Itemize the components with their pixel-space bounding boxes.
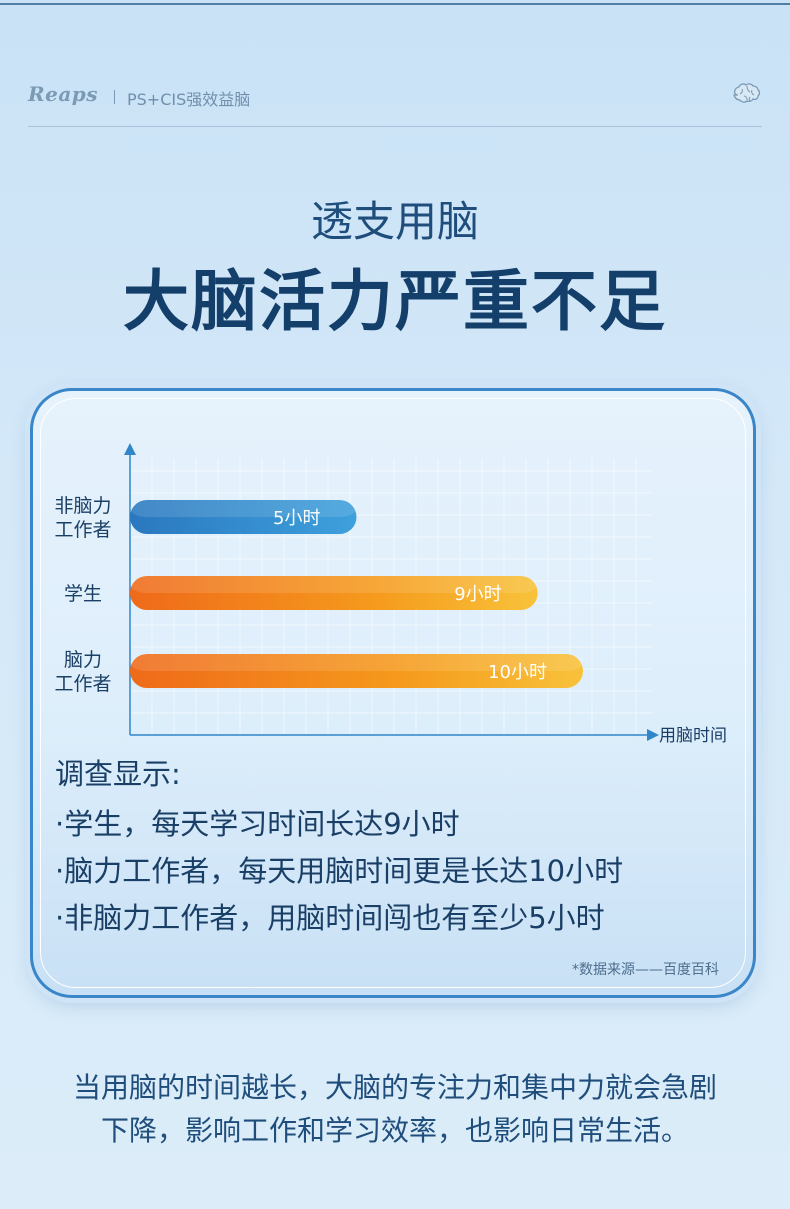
header: Reaps PS+CIS强效益脑 [28, 78, 762, 118]
top-divider [0, 3, 790, 5]
category-label: 学生 [64, 583, 102, 605]
bar [130, 500, 357, 534]
category-label: 脑力工作者 [54, 649, 111, 695]
x-axis-label: 用脑时间 [659, 726, 727, 746]
brand-logo: Reaps [28, 82, 99, 106]
hero-subtitle: 透支用脑 [310, 197, 479, 246]
brain-icon [733, 83, 761, 103]
bar-highlight [130, 654, 583, 671]
bar-highlight [130, 576, 538, 593]
survey-card: 用脑时间 5小时 非脑力工作者 9小时 学生 10小时 脑力工作者 调查显示: ·学生，每天… [30, 388, 756, 998]
bar-highlight [130, 500, 357, 517]
footer-text: 当用脑的时间越长，大脑的专注力和集中力就会急剧 下降，影响工作和学习效率，也影响… [0, 1066, 790, 1152]
bar-value-label: 5小时 [273, 508, 320, 529]
bar-value-label: 9小时 [454, 584, 501, 605]
survey-item: ·脑力工作者，每天用脑时间更是长达10小时 [55, 854, 624, 888]
brand-tagline: PS+CIS强效益脑 [127, 90, 251, 109]
data-source: *数据来源——百度百科 [572, 962, 719, 978]
hero-title: 大脑活力严重不足 [123, 263, 667, 340]
survey-block: 调查显示: ·学生，每天学习时间长达9小时 ·脑力工作者，每天用脑时间更是长达1… [55, 751, 623, 942]
bar-value-label: 10小时 [488, 662, 547, 683]
bar [130, 654, 583, 688]
footer-line: 当用脑的时间越长，大脑的专注力和集中力就会急剧 [72, 1071, 717, 1104]
bar [130, 576, 538, 610]
survey-item: ·学生，每天学习时间长达9小时 [55, 807, 460, 841]
survey-title: 调查显示: [55, 757, 181, 791]
header-rule [28, 126, 762, 127]
category-label: 非脑力工作者 [54, 495, 111, 541]
bar-chart: 用脑时间 5小时 非脑力工作者 9小时 学生 10小时 脑力工作者 [54, 443, 727, 746]
header-separator [114, 90, 115, 104]
survey-item: ·非脑力工作者，用脑时间闯也有至少5小时 [55, 901, 605, 935]
footer-line: 下降，影响工作和学习效率，也影响日常生活。 [100, 1114, 689, 1147]
